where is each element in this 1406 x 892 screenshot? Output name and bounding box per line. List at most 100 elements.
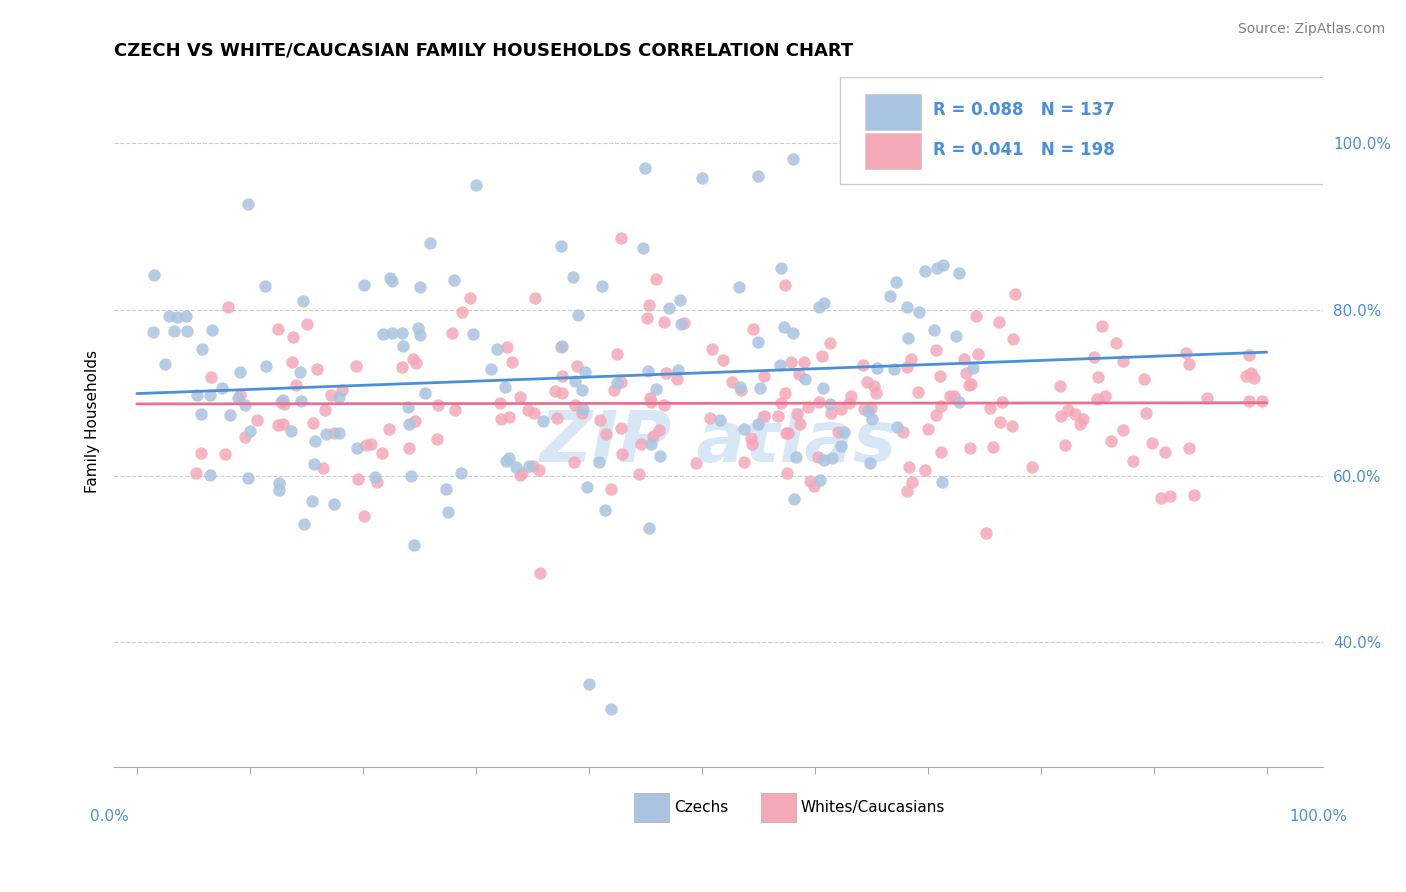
Point [236,471,259,485]
Point [578,677,600,691]
Point [955,367,977,381]
Point [948,395,970,409]
Point [404,414,426,428]
Point [1069,417,1091,431]
Point [595,427,617,442]
Point [501,355,523,369]
Point [451,305,474,319]
Point [773,385,796,400]
Point [893,425,915,439]
Point [381,274,404,288]
Point [782,152,804,166]
Point [489,396,512,410]
Point [747,334,769,349]
Point [957,377,980,392]
Point [637,521,659,535]
Point [564,398,586,412]
Point [640,437,662,451]
Point [1182,488,1205,502]
Point [945,329,967,343]
Point [328,390,350,404]
Point [925,343,948,358]
Text: R = 0.041   N = 198: R = 0.041 N = 198 [932,141,1115,159]
Point [315,427,337,442]
Point [551,339,574,353]
Point [523,406,546,420]
Point [1083,350,1105,364]
FancyBboxPatch shape [761,793,796,822]
Point [747,169,769,184]
Point [267,417,290,432]
Point [346,442,368,456]
Point [1112,423,1135,437]
Point [666,362,689,376]
Point [637,311,659,326]
Point [1234,369,1257,384]
FancyBboxPatch shape [865,133,921,169]
Point [494,380,516,394]
Point [517,402,540,417]
Point [925,408,948,422]
Point [818,397,841,411]
Point [807,450,830,465]
Point [658,301,681,315]
Point [174,310,197,324]
Point [509,390,531,404]
Point [637,298,659,312]
Point [191,342,214,356]
Point [498,410,520,425]
Point [330,384,353,398]
Point [589,413,612,427]
Point [900,475,922,489]
Text: 100.0%: 100.0% [1289,809,1347,823]
Point [730,383,752,397]
Point [588,455,610,469]
Point [364,470,387,484]
Point [593,503,616,517]
Point [610,376,633,390]
Point [1073,412,1095,426]
Point [461,327,484,342]
Point [402,351,425,366]
Point [408,321,430,335]
Point [709,413,731,427]
Point [813,453,835,467]
Point [353,509,375,524]
Point [409,279,432,293]
Point [929,399,952,413]
Point [859,456,882,470]
Point [733,455,755,469]
Point [1001,419,1024,434]
Point [856,404,879,418]
Point [267,475,290,490]
Point [546,410,568,425]
Point [965,310,987,324]
Point [652,315,675,329]
Point [458,291,481,305]
Point [741,437,763,451]
Point [522,459,544,474]
Point [775,278,797,293]
Point [510,466,533,480]
Point [948,266,970,280]
Point [914,463,936,477]
Point [591,279,613,293]
Point [962,361,984,376]
Point [896,483,918,498]
Point [637,364,659,378]
Point [346,472,368,486]
Point [214,447,236,461]
Point [551,368,574,383]
Point [550,239,572,253]
Point [807,300,830,314]
Point [378,422,401,436]
Point [1159,489,1181,503]
Point [855,376,877,390]
Point [1178,441,1201,455]
Point [952,351,974,366]
Point [271,392,294,407]
Point [634,161,657,175]
Point [981,440,1004,454]
Point [776,467,799,481]
Point [648,449,671,463]
